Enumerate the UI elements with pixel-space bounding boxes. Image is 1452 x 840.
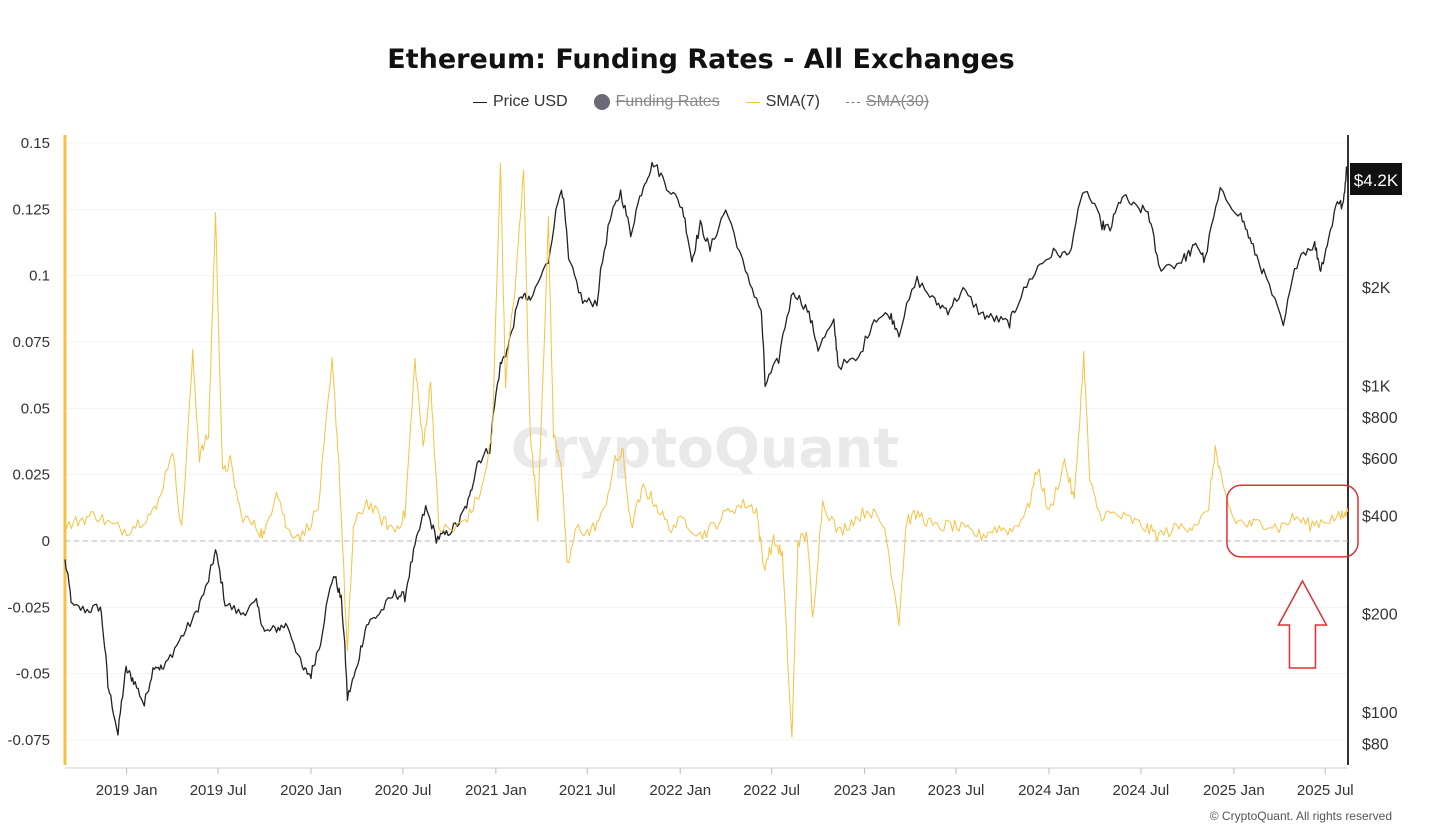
x-tick-label: 2022 Jan xyxy=(649,782,711,799)
legend-label-price: Price USD xyxy=(492,93,568,110)
x-tick-label: 2020 Jul xyxy=(375,782,432,799)
left-tick-label: -0.075 xyxy=(7,732,50,749)
legend-swatch-funding-rates xyxy=(593,94,610,110)
left-tick-label: 0.1 xyxy=(29,268,50,285)
legend-swatch-price xyxy=(472,101,487,103)
x-axis: 2019 Jan 2019 Jul 2020 Jan 2020 Jul 2021 Jan… xyxy=(96,768,1354,799)
right-tick-label: $600 xyxy=(1362,451,1398,468)
x-tick-label: 2025 Jul xyxy=(1297,782,1354,799)
left-tick-label: 0 xyxy=(42,533,50,550)
left-tick-label: 0.025 xyxy=(12,467,50,484)
x-tick-label: 2021 Jan xyxy=(465,782,527,799)
legend-label-funding-rates: Funding Rates xyxy=(615,93,720,110)
right-tick-label: $800 xyxy=(1362,410,1398,427)
x-tick-label: 2019 Jan xyxy=(96,782,158,799)
series-line-sma7 xyxy=(64,162,1349,738)
series-layer xyxy=(64,161,1349,741)
chart-title: Ethereum: Funding Rates - All Exchanges xyxy=(387,44,1015,75)
right-tick-label: $400 xyxy=(1362,508,1398,525)
copyright: © CryptoQuant. All rights reserved xyxy=(1210,809,1392,823)
x-tick-label: 2019 Jul xyxy=(190,782,247,799)
legend-item-sma30[interactable]: SMA(30) xyxy=(845,93,930,111)
legend-swatch-sma30 xyxy=(845,101,860,103)
left-tick-label: 0.15 xyxy=(21,135,50,152)
current-price-badge: $4.2K xyxy=(1350,163,1402,195)
right-tick-label: $200 xyxy=(1362,607,1398,624)
highlight-annotation xyxy=(1226,484,1359,669)
left-tick-label: -0.025 xyxy=(7,599,50,616)
left-tick-label: 0.075 xyxy=(12,334,50,351)
x-tick-label: 2025 Jan xyxy=(1203,782,1265,799)
watermark: CryptoQuant xyxy=(511,417,899,480)
legend-label-sma30: SMA(30) xyxy=(865,93,930,110)
right-tick-label: $1K xyxy=(1362,378,1391,395)
x-tick-label: 2021 Jul xyxy=(559,782,616,799)
right-tick-label: $80 xyxy=(1362,737,1389,754)
x-tick-label: 2023 Jan xyxy=(834,782,896,799)
x-tick-label: 2023 Jul xyxy=(928,782,985,799)
up-arrow-icon xyxy=(1277,579,1328,669)
left-axis: 0.15 0.125 0.1 0.075 0.05 0.025 0 -0.025 -0.05 -0… xyxy=(7,135,50,749)
highlight-box xyxy=(1226,484,1359,558)
x-tick-label: 2024 Jan xyxy=(1018,782,1080,799)
left-tick-label: 0.05 xyxy=(21,400,50,417)
legend-label-sma7: SMA(7) xyxy=(765,93,820,110)
gridlines xyxy=(65,142,1348,741)
left-tick-label: -0.05 xyxy=(16,666,50,683)
right-tick-label: $100 xyxy=(1362,705,1398,722)
legend-item-funding-rates[interactable]: Funding Rates xyxy=(593,93,720,111)
legend: Price USD Funding Rates SMA(7) SMA(30) xyxy=(0,93,1402,111)
x-tick-label: 2020 Jan xyxy=(280,782,342,799)
legend-swatch-sma7 xyxy=(745,101,760,103)
current-price-label: $4.2K xyxy=(1354,171,1399,190)
right-tick-label: $2K xyxy=(1362,280,1391,297)
right-axis: $2K $1K $800 $600 $400 $200 $100 $80 xyxy=(1362,280,1398,754)
x-tick-label: 2024 Jul xyxy=(1113,782,1170,799)
left-tick-label: 0.125 xyxy=(12,201,50,218)
x-tick-label: 2022 Jul xyxy=(743,782,800,799)
series-line-price xyxy=(64,161,1349,736)
legend-item-price[interactable]: Price USD xyxy=(472,93,568,111)
legend-item-sma7[interactable]: SMA(7) xyxy=(745,93,820,111)
